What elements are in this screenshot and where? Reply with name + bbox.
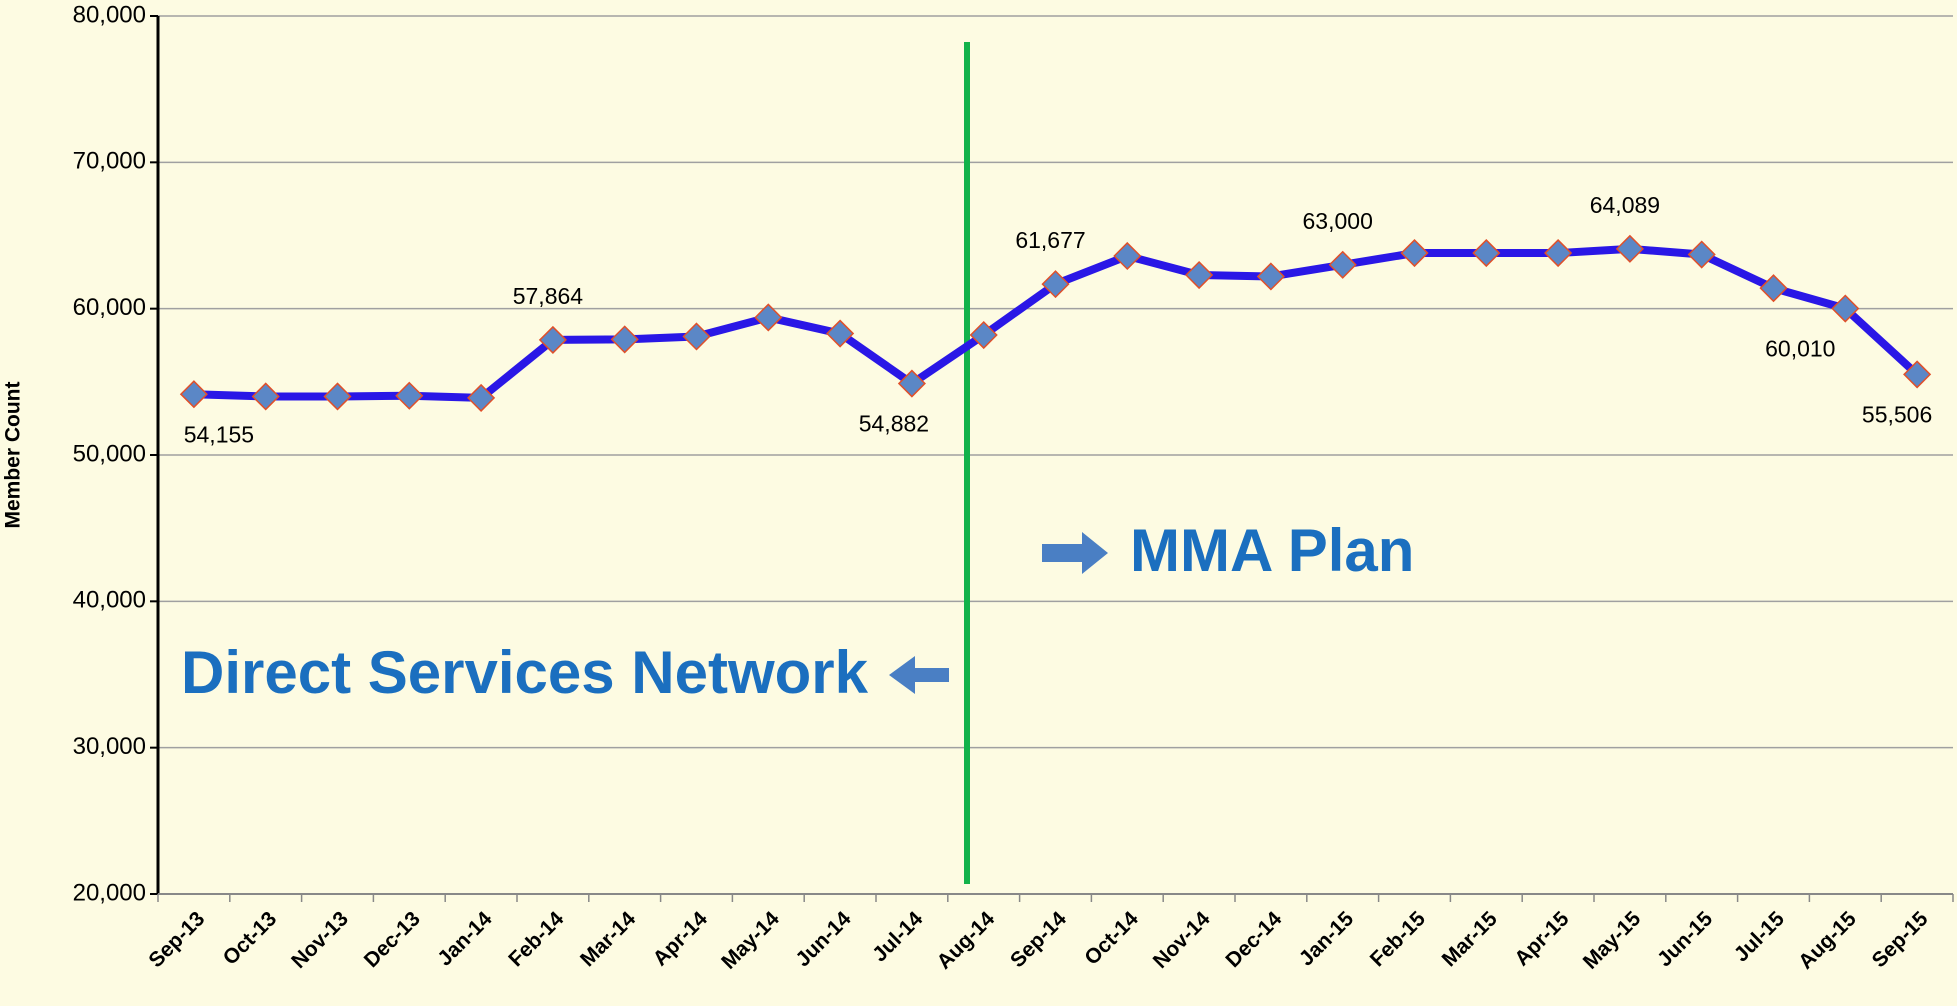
data-marker [1831,294,1860,323]
y-tick-label: 40,000 [73,587,146,614]
data-marker [179,380,208,409]
data-marker [754,303,783,332]
x-tick-label: Mar-14 [576,907,640,971]
data-label: 54,882 [859,411,929,437]
y-tick-label: 60,000 [73,294,146,321]
data-marker [826,319,855,348]
x-tick-label: Aug-14 [933,907,1000,974]
x-tick-label: Jun-14 [791,907,855,971]
data-marker [1328,250,1357,279]
data-label: 60,010 [1765,336,1835,362]
annotation: MMA Plan [1130,517,1414,584]
data-marker [1687,240,1716,269]
x-tick-label: Dec-14 [1221,907,1286,972]
data-marker [1041,270,1070,299]
data-marker [1113,241,1142,271]
y-axis-label: Member Count [2,381,25,528]
data-marker [610,325,639,354]
data-marker [682,322,711,351]
x-tick-label: Nov-14 [1149,907,1215,973]
x-tick-label: Mar-15 [1438,907,1502,971]
x-tick-label: Oct-13 [219,907,281,969]
y-tick-label: 50,000 [73,440,146,467]
data-marker [969,320,998,350]
data-marker [1472,238,1501,268]
data-label: 57,864 [513,283,584,309]
data-marker [1185,260,1214,290]
arrow-right [1042,532,1108,574]
data-marker [1544,238,1573,268]
data-marker [323,382,352,411]
x-tick-label: Jan-15 [1295,907,1359,971]
x-tick-label: Dec-13 [360,907,425,972]
x-tick-label: Jun-15 [1653,907,1717,971]
y-tick-label: 80,000 [73,1,146,28]
data-label: 64,089 [1590,192,1660,218]
x-tick-label: Feb-14 [504,907,568,971]
data-marker [1615,234,1644,263]
y-tick-label: 70,000 [73,148,146,175]
x-tick-label: Apr-14 [649,907,713,971]
x-tick-label: Jul-14 [868,907,927,966]
x-tick-label: Sep-14 [1006,907,1071,972]
data-marker [395,381,424,410]
x-tick-label: Aug-15 [1794,907,1861,974]
y-tick-label: 30,000 [73,733,146,760]
x-tick-label: Jul-15 [1730,907,1789,966]
x-tick-label: Feb-15 [1366,907,1430,971]
x-tick-label: Apr-15 [1510,907,1574,971]
x-tick-label: Jan-14 [433,907,497,971]
data-marker [467,383,496,412]
data-marker [1759,274,1788,303]
annotation: Direct Services Network [181,639,869,706]
data-label: 61,677 [1015,227,1085,253]
data-marker [1256,262,1285,291]
x-tick-label: Sep-13 [144,907,209,972]
x-tick-label: Oct-14 [1080,907,1143,970]
y-tick-label: 20,000 [73,879,146,906]
data-marker [251,382,280,411]
arrow-left [889,656,949,694]
data-marker [897,369,926,398]
x-tick-label: May-14 [717,907,784,974]
data-label: 54,155 [184,421,254,447]
x-tick-label: May-15 [1579,907,1646,974]
x-tick-label: Nov-13 [287,907,353,973]
data-marker [538,325,567,354]
x-tick-label: Sep-15 [1868,907,1933,972]
data-label: 63,000 [1303,208,1373,234]
data-marker [1903,360,1932,389]
data-label: 55,506 [1862,402,1932,428]
data-marker [1400,238,1429,268]
